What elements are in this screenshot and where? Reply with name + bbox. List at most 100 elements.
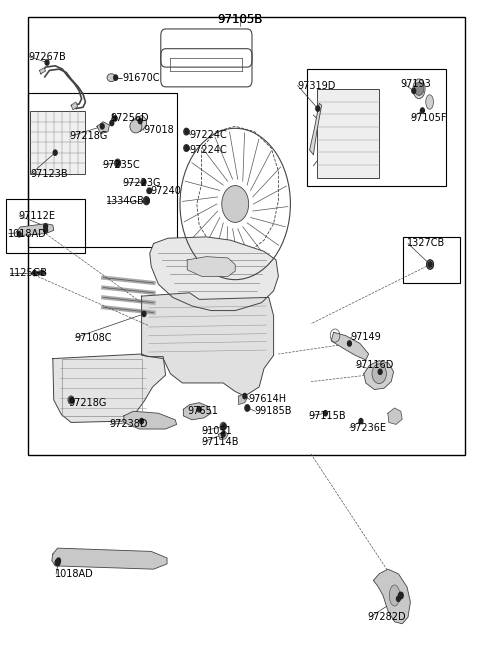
Text: 1018AD: 1018AD bbox=[55, 569, 94, 579]
Circle shape bbox=[116, 161, 120, 166]
Text: 1327CB: 1327CB bbox=[407, 238, 445, 249]
Circle shape bbox=[147, 188, 151, 193]
Polygon shape bbox=[388, 408, 402, 424]
Polygon shape bbox=[34, 270, 46, 276]
Text: 97105F: 97105F bbox=[410, 113, 447, 124]
Circle shape bbox=[221, 432, 225, 437]
Text: 97105B: 97105B bbox=[217, 13, 263, 26]
Text: 97223G: 97223G bbox=[122, 178, 161, 188]
Bar bbox=[307, 69, 446, 186]
Circle shape bbox=[142, 180, 146, 185]
Polygon shape bbox=[187, 257, 235, 276]
Circle shape bbox=[55, 559, 60, 566]
Circle shape bbox=[427, 260, 433, 269]
Text: 97123B: 97123B bbox=[30, 168, 68, 179]
Circle shape bbox=[197, 407, 201, 412]
Text: 97108C: 97108C bbox=[74, 332, 112, 343]
Circle shape bbox=[246, 405, 250, 411]
Circle shape bbox=[33, 270, 36, 276]
Bar bbox=[317, 89, 379, 178]
Text: 97218G: 97218G bbox=[70, 131, 108, 141]
Circle shape bbox=[185, 145, 189, 151]
Circle shape bbox=[222, 186, 249, 222]
Circle shape bbox=[185, 129, 189, 134]
Polygon shape bbox=[239, 393, 248, 405]
Text: 97224C: 97224C bbox=[190, 145, 228, 155]
Text: 97614H: 97614H bbox=[249, 394, 287, 405]
Text: 91051: 91051 bbox=[202, 426, 232, 436]
Circle shape bbox=[114, 75, 118, 80]
Text: 97238D: 97238D bbox=[109, 419, 148, 430]
Bar bbox=[6, 199, 85, 253]
Text: 97116D: 97116D bbox=[355, 360, 394, 370]
Circle shape bbox=[420, 108, 424, 113]
Circle shape bbox=[359, 418, 363, 424]
Ellipse shape bbox=[130, 120, 142, 133]
Circle shape bbox=[245, 405, 250, 411]
Text: 97105B: 97105B bbox=[217, 13, 263, 26]
Text: 97651: 97651 bbox=[187, 406, 218, 417]
Circle shape bbox=[372, 364, 386, 384]
Circle shape bbox=[57, 558, 60, 563]
Circle shape bbox=[115, 159, 120, 167]
Circle shape bbox=[184, 128, 189, 135]
Polygon shape bbox=[71, 102, 78, 110]
Ellipse shape bbox=[413, 79, 425, 99]
Polygon shape bbox=[150, 237, 278, 311]
Text: 1334GB: 1334GB bbox=[106, 195, 144, 206]
Text: 97114B: 97114B bbox=[202, 437, 239, 447]
Circle shape bbox=[68, 396, 74, 404]
Circle shape bbox=[70, 397, 74, 403]
Circle shape bbox=[414, 82, 424, 95]
Text: 97240: 97240 bbox=[150, 186, 181, 196]
Circle shape bbox=[348, 341, 351, 346]
Bar bbox=[403, 237, 460, 283]
Circle shape bbox=[110, 120, 114, 126]
Circle shape bbox=[138, 118, 142, 124]
Polygon shape bbox=[183, 403, 211, 420]
Ellipse shape bbox=[426, 95, 433, 109]
Circle shape bbox=[396, 596, 400, 601]
Polygon shape bbox=[97, 122, 109, 134]
Text: 97115B: 97115B bbox=[309, 411, 346, 421]
Polygon shape bbox=[39, 68, 46, 74]
Text: 1125GB: 1125GB bbox=[9, 268, 48, 278]
Circle shape bbox=[427, 260, 433, 269]
Circle shape bbox=[113, 116, 117, 121]
Text: 99185B: 99185B bbox=[254, 406, 292, 417]
Text: 97224C: 97224C bbox=[190, 130, 228, 140]
Circle shape bbox=[220, 422, 226, 430]
Circle shape bbox=[428, 262, 432, 267]
Text: 97235C: 97235C bbox=[102, 159, 140, 170]
Polygon shape bbox=[373, 569, 410, 624]
Circle shape bbox=[378, 369, 382, 374]
Polygon shape bbox=[52, 548, 167, 569]
Text: 91670C: 91670C bbox=[122, 72, 160, 83]
Circle shape bbox=[44, 228, 48, 233]
Text: 1018AD: 1018AD bbox=[8, 228, 47, 239]
Ellipse shape bbox=[389, 585, 400, 606]
Circle shape bbox=[144, 197, 149, 205]
Polygon shape bbox=[133, 115, 146, 132]
Circle shape bbox=[324, 411, 327, 416]
Circle shape bbox=[148, 188, 152, 193]
Circle shape bbox=[243, 393, 247, 399]
Polygon shape bbox=[53, 354, 166, 422]
Circle shape bbox=[144, 197, 149, 205]
Text: 97218G: 97218G bbox=[69, 397, 107, 408]
Circle shape bbox=[140, 418, 144, 424]
Bar bbox=[62, 359, 142, 416]
Polygon shape bbox=[17, 224, 54, 236]
Polygon shape bbox=[364, 361, 394, 390]
Circle shape bbox=[100, 124, 104, 129]
Text: 97256D: 97256D bbox=[110, 113, 149, 124]
Circle shape bbox=[142, 311, 146, 316]
Text: 97193: 97193 bbox=[401, 79, 432, 89]
Polygon shape bbox=[218, 431, 228, 440]
Circle shape bbox=[316, 106, 320, 111]
Text: 97018: 97018 bbox=[143, 125, 174, 136]
Circle shape bbox=[44, 224, 48, 229]
Text: 97267B: 97267B bbox=[29, 51, 67, 62]
Circle shape bbox=[53, 150, 57, 155]
Polygon shape bbox=[310, 103, 322, 155]
